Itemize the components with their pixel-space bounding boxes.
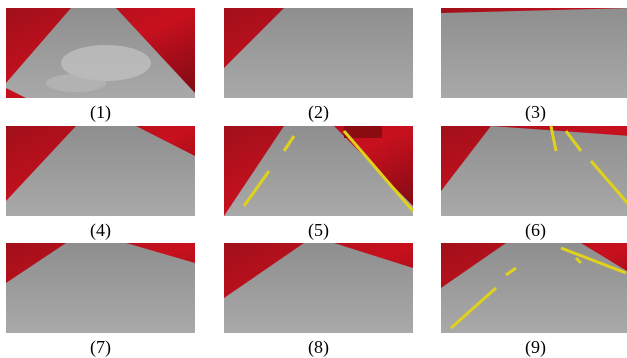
panel-label: (7) xyxy=(90,337,111,358)
panel-label: (4) xyxy=(90,220,111,241)
road-patch xyxy=(46,74,106,92)
panel xyxy=(441,126,627,216)
panel xyxy=(224,126,413,216)
panel-label: (3) xyxy=(525,102,546,123)
panel xyxy=(441,243,627,333)
panel xyxy=(224,243,413,333)
panel-label: (9) xyxy=(525,337,546,358)
panel xyxy=(224,8,413,98)
road xyxy=(441,8,627,98)
panel xyxy=(6,243,195,333)
panel-label: (2) xyxy=(308,102,329,123)
figure: (1) (2) (3) (4) (5) (6) (7) (8) (9) xyxy=(0,0,627,358)
panel-label: (1) xyxy=(90,102,111,123)
panel xyxy=(6,126,195,216)
page: {"panels": [ {"label": "(1)"}, {"label":… xyxy=(0,0,627,358)
panel-label: (5) xyxy=(308,220,329,241)
panel-label: (6) xyxy=(525,220,546,241)
panel xyxy=(441,8,627,98)
panel-label: (8) xyxy=(308,337,329,358)
panel xyxy=(6,8,195,98)
